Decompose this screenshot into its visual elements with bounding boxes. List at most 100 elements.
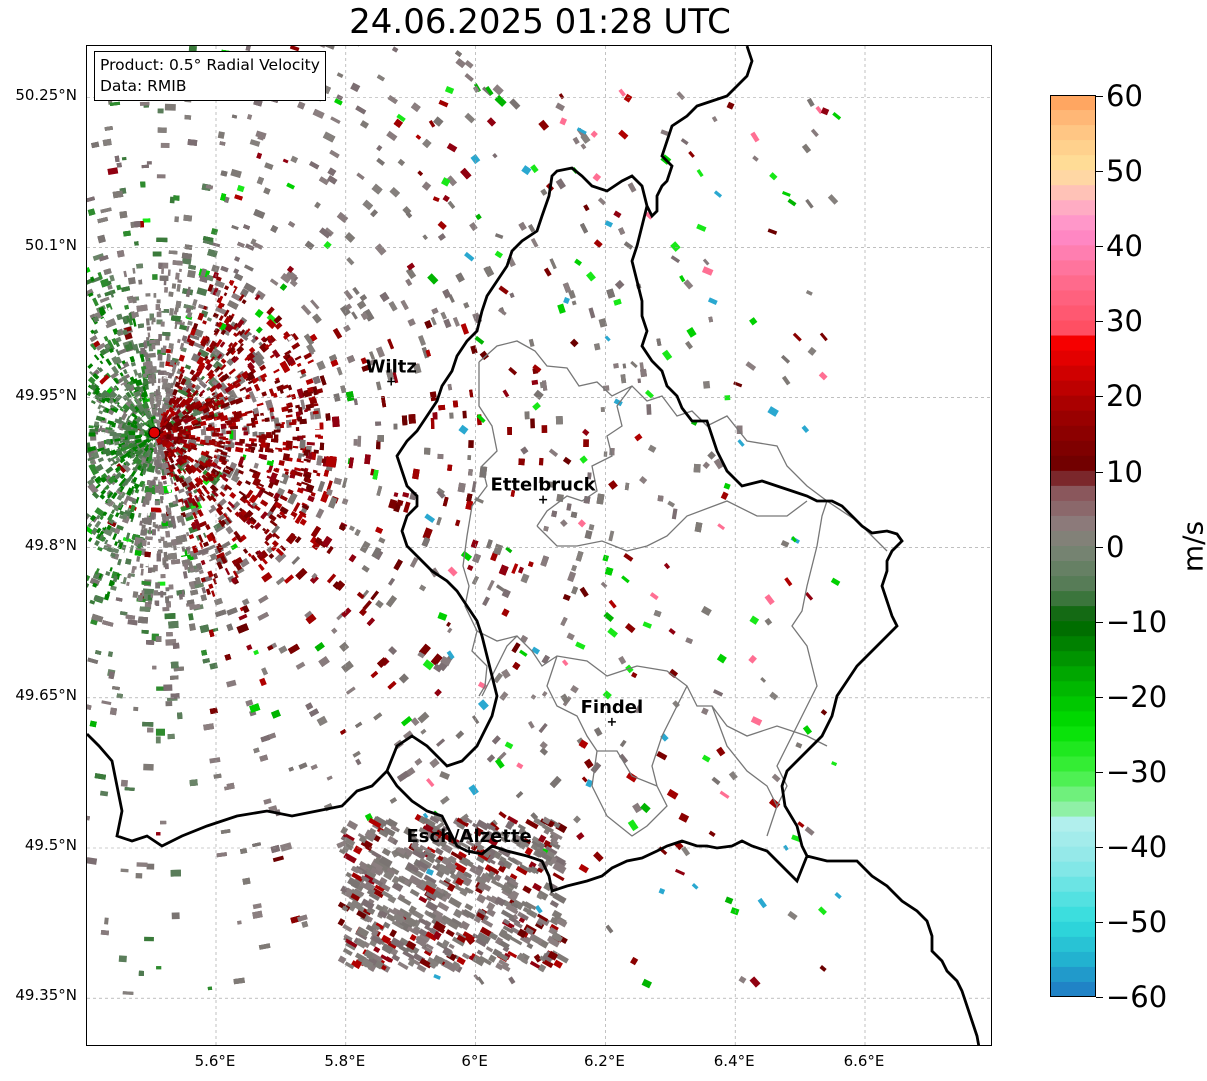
echo-cell (146, 337, 150, 342)
echo-cell (237, 338, 244, 345)
echo-cell (252, 241, 263, 250)
echo-cell (588, 524, 595, 531)
echo-cell (568, 289, 576, 300)
echo-cell (312, 375, 321, 385)
echo-cell (134, 550, 142, 557)
echo-cell (442, 496, 449, 507)
echo-cell (494, 95, 507, 107)
echo-cell (253, 462, 259, 469)
echo-cell (613, 298, 622, 306)
echo-cell (356, 300, 367, 310)
echo-cell (156, 966, 162, 970)
echo-cell (202, 320, 207, 325)
echo-cell (431, 307, 439, 315)
echo-cell (242, 548, 249, 554)
echo-cell (438, 404, 446, 411)
echo-cell (235, 446, 244, 453)
echo-cell (306, 343, 316, 355)
echo-cell (146, 863, 155, 870)
echo-cell (233, 268, 240, 275)
echo-cell (378, 537, 386, 544)
echo-cell (147, 510, 151, 516)
echo-cell (87, 208, 96, 216)
echo-cell (130, 361, 137, 367)
echo-cell (346, 354, 356, 364)
echo-cell (213, 597, 223, 606)
echo-cell (300, 304, 312, 316)
echo-cell (168, 291, 174, 297)
echo-cell (157, 385, 161, 394)
echo-cell (157, 353, 163, 361)
echo-cell (148, 378, 152, 382)
echo-cell (292, 502, 301, 513)
echo-cell (437, 233, 446, 241)
echo-cell (312, 108, 325, 119)
echo-cell (304, 240, 315, 250)
echo-cell (520, 635, 528, 643)
echo-cell (374, 243, 387, 256)
echo-cell (116, 162, 122, 168)
echo-cell (584, 529, 593, 540)
echo-cell (583, 439, 589, 448)
echo-cell (261, 667, 268, 676)
echo-cell (289, 279, 298, 287)
echo-cell (157, 108, 164, 114)
echo-cell (162, 331, 171, 337)
echo-cell (194, 384, 201, 391)
echo-cell (540, 188, 548, 196)
echo-cell (91, 502, 97, 508)
echo-cell (305, 702, 314, 711)
echo-cell (162, 606, 170, 612)
echo-cell (200, 594, 207, 602)
echo-cell (446, 621, 452, 627)
echo-cell (124, 351, 130, 358)
echo-cell (436, 516, 442, 526)
echo-cell (169, 477, 174, 485)
echo-cell (87, 537, 93, 543)
echo-cell (135, 873, 143, 879)
echo-cell (279, 494, 288, 502)
echo-cell (133, 220, 141, 228)
echo-cell (99, 790, 109, 797)
echo-cell (160, 574, 166, 579)
echo-cell (294, 471, 303, 477)
echo-cell (160, 505, 164, 510)
echo-cell (109, 431, 117, 437)
echo-cell (339, 729, 347, 735)
echo-cell (501, 588, 511, 599)
echo-cell (284, 574, 294, 584)
echo-cell (147, 601, 152, 605)
echo-cell (350, 82, 361, 93)
echo-cell (469, 389, 474, 398)
echo-cell (148, 484, 153, 488)
echo-cell (309, 161, 320, 170)
echo-cell (319, 227, 331, 239)
echo-cell (252, 910, 263, 919)
echo-cell (156, 832, 161, 836)
echo-cell (354, 529, 361, 537)
echo-cell (417, 334, 427, 346)
echo-cell (368, 359, 376, 366)
echo-cell (448, 294, 455, 303)
echo-cell (205, 588, 211, 596)
echo-cell (321, 458, 327, 464)
echo-cell (109, 707, 118, 716)
echo-cell (454, 50, 463, 57)
echo-cell (538, 119, 550, 131)
echo-cell (87, 482, 99, 495)
echo-cell (269, 407, 275, 413)
echo-cell (154, 390, 157, 395)
echo-cell (324, 46, 335, 50)
echo-cell (571, 586, 579, 595)
echo-cell (264, 417, 270, 422)
echo-cell (634, 705, 642, 714)
echo-cell (417, 711, 430, 724)
echo-cell (223, 196, 230, 204)
echo-cell (447, 464, 453, 472)
echo-cell (156, 452, 160, 458)
echo-cell (542, 691, 548, 697)
echo-cell (98, 432, 105, 438)
echo-cell (141, 629, 149, 634)
echo-cell (295, 567, 308, 580)
echo-cell (570, 684, 579, 694)
